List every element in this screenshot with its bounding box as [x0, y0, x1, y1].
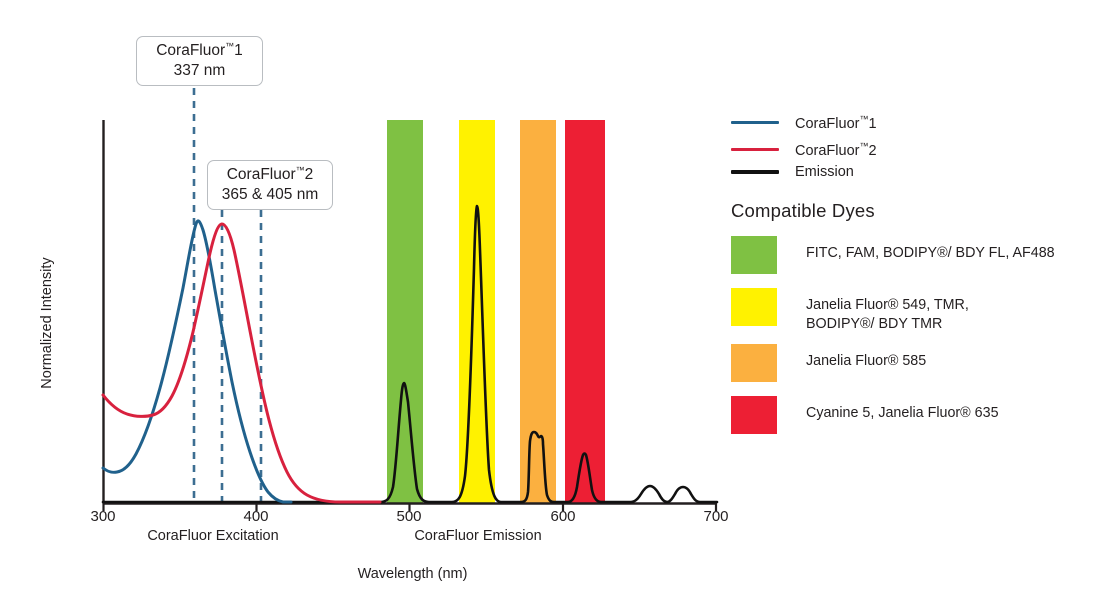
legend-item-corafluor-1: CoraFluor™1: [731, 114, 877, 132]
axis-lines: [102, 120, 718, 511]
dye-label: Janelia Fluor® 585: [806, 353, 927, 369]
compatible-dyes-title: Compatible Dyes: [731, 200, 875, 221]
dye-row-yellow: Janelia Fluor® 549, TMR, BODIPY®/ BDY TM…: [731, 288, 969, 334]
callout-1-value: 337 nm: [173, 62, 226, 80]
callout-corafluor-1: CoraFluor™1 337 nm: [136, 36, 263, 86]
dye-swatch-orange: [731, 344, 777, 382]
x-tick-700: 700: [703, 508, 729, 525]
series-corafluor-2: [101, 222, 382, 504]
callout-1-name: CoraFluor: [156, 42, 226, 60]
sub-label-emission: CoraFluor Emission: [414, 528, 542, 544]
legend-swatch-line: [731, 170, 779, 174]
callout-2-value: 365 & 405 nm: [221, 186, 319, 204]
legend-swatch-line: [731, 148, 779, 152]
legend-swatch-line: [731, 121, 779, 125]
legend-item-emission: Emission: [731, 164, 854, 180]
sub-label-excitation: CoraFluor Excitation: [147, 528, 279, 544]
x-axis-title: Wavelength (nm): [357, 566, 468, 582]
y-axis-title: Normalized Intensity: [39, 257, 55, 389]
trademark-icon: ™: [859, 114, 869, 124]
dye-row-orange: Janelia Fluor® 585: [731, 344, 926, 382]
x-tick-500: 500: [396, 508, 422, 525]
band-yellow: [459, 120, 495, 503]
legend-label: CoraFluor™1: [795, 114, 877, 132]
dye-label: Janelia Fluor® 549, TMR, BODIPY®/ BDY TM…: [806, 297, 969, 332]
dye-label: Cyanine 5, Janelia Fluor® 635: [806, 405, 999, 421]
callout-2-index: 2: [304, 166, 314, 184]
legend-item-corafluor-2: CoraFluor™2: [731, 141, 877, 159]
series-corafluor-1: [101, 219, 293, 504]
excitation-markers: [192, 88, 263, 503]
trademark-icon: ™: [225, 41, 235, 52]
callout-2-line1: CoraFluor™2: [227, 165, 314, 185]
dye-swatch-green: [731, 236, 777, 274]
trademark-icon: ™: [859, 141, 869, 151]
x-tick-300: 300: [90, 508, 116, 525]
trademark-icon: ™: [295, 165, 305, 176]
callout-2-name: CoraFluor: [226, 166, 296, 184]
callout-1-line1: CoraFluor™1: [156, 41, 243, 61]
legend-label: Emission: [795, 164, 854, 180]
legend-label: CoraFluor™2: [795, 141, 877, 159]
band-green: [387, 120, 423, 503]
dye-label: FITC, FAM, BODIPY®/ BDY FL, AF488: [806, 245, 1055, 261]
band-orange: [520, 120, 556, 503]
dye-row-red: Cyanine 5, Janelia Fluor® 635: [731, 396, 999, 434]
x-tick-600: 600: [550, 508, 576, 525]
dye-row-green: FITC, FAM, BODIPY®/ BDY FL, AF488: [731, 236, 1055, 274]
series-emission: [101, 204, 719, 504]
band-red: [565, 120, 605, 503]
x-ticks: [102, 503, 718, 511]
x-tick-400: 400: [243, 508, 269, 525]
dye-swatch-red: [731, 396, 777, 434]
callout-corafluor-2: CoraFluor™2 365 & 405 nm: [207, 160, 333, 210]
callout-1-index: 1: [234, 42, 243, 60]
dye-swatch-yellow: [731, 288, 777, 326]
legend-panel: CoraFluor™1 CoraFluor™2 Emission Compati…: [729, 0, 1110, 612]
dye-bands: [387, 120, 605, 503]
